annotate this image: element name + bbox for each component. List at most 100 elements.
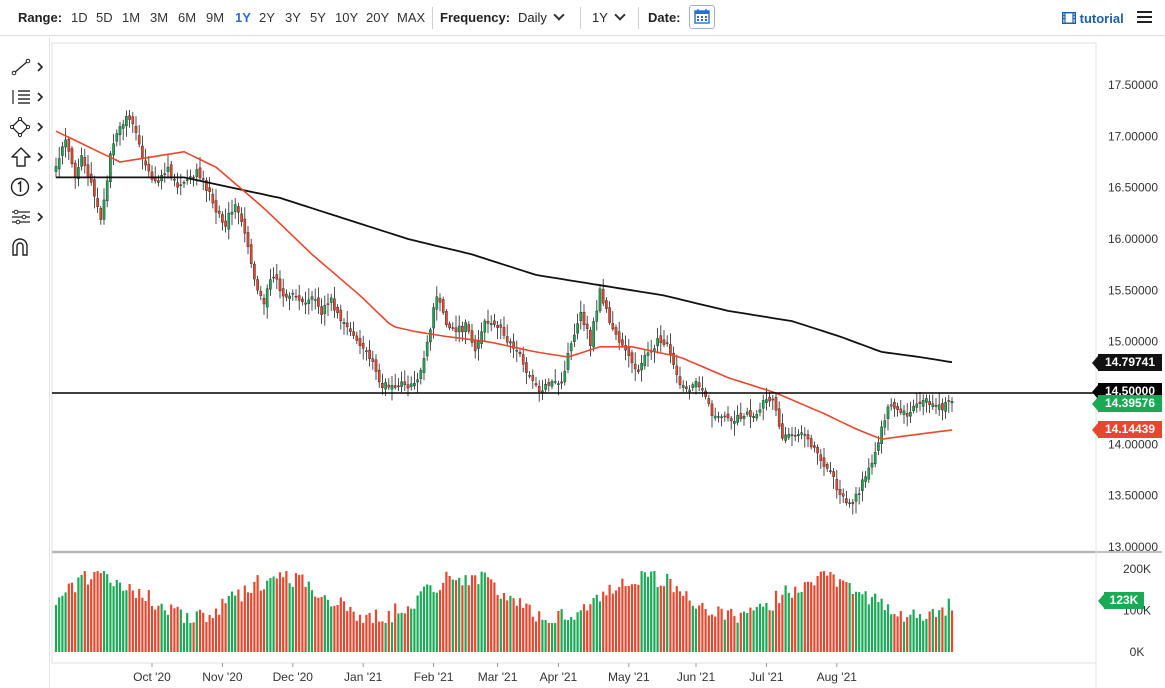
volume-bar: [342, 601, 346, 652]
candle: [272, 267, 275, 283]
volume-bar: [182, 622, 186, 652]
volume-bar: [931, 608, 934, 652]
tool-fibonacci[interactable]: [8, 85, 46, 109]
volume-bar: [368, 612, 371, 652]
volume-bar: [781, 594, 784, 652]
candle: [624, 335, 627, 361]
tool-nodes[interactable]: [8, 205, 46, 229]
range-button-5d[interactable]: 5D: [96, 10, 113, 25]
shapes-icon: [9, 116, 44, 138]
volume-bar: [390, 622, 394, 652]
hamburger-menu-icon[interactable]: [1137, 11, 1152, 24]
candle: [486, 309, 490, 334]
volume-bar: [710, 614, 714, 652]
range-button-max[interactable]: MAX: [397, 10, 426, 25]
candle: [525, 357, 528, 385]
candle: [614, 324, 618, 341]
film-icon: [1061, 11, 1077, 25]
candle: [928, 394, 931, 414]
volume-bar: [227, 596, 230, 652]
volume-bar: [576, 612, 579, 652]
volume-bar: [371, 622, 374, 652]
toolbar-divider: [638, 7, 639, 29]
magnet-icon: [12, 238, 28, 256]
volume-bar: [320, 596, 323, 652]
candle: [355, 331, 359, 344]
range-button-5y[interactable]: 5Y: [310, 10, 326, 25]
candle: [387, 378, 391, 391]
range-button-10y[interactable]: 10Y: [335, 10, 359, 25]
range-button-1d[interactable]: 1D: [71, 10, 88, 25]
candle: [643, 348, 647, 370]
price-tick-label: 15.00000: [1108, 335, 1158, 349]
range-button-3y[interactable]: 3Y: [285, 10, 301, 25]
volume-bar: [794, 586, 797, 652]
period-select[interactable]: 1Y: [592, 9, 626, 26]
candle: [262, 294, 266, 315]
volume-bar: [358, 614, 362, 652]
tool-arrow[interactable]: [8, 145, 46, 169]
tool-numbered-label[interactable]: [8, 175, 46, 199]
candle: [285, 289, 288, 302]
candle: [589, 326, 592, 357]
volume-bar: [544, 620, 547, 652]
candle: [265, 284, 269, 319]
tool-magnet[interactable]: [8, 235, 46, 259]
candle: [61, 141, 64, 165]
range-button-6m[interactable]: 6M: [178, 10, 197, 25]
candle: [902, 405, 906, 424]
volume-bar: [163, 610, 166, 652]
volume-bar: [784, 585, 787, 652]
volume-bar: [755, 606, 758, 652]
candle: [947, 394, 951, 413]
tool-shapes[interactable]: [8, 115, 46, 139]
candle: [765, 387, 768, 411]
candle: [867, 458, 871, 483]
arrow-up-icon: [11, 147, 44, 167]
tutorial-link[interactable]: tutorial: [1061, 11, 1124, 26]
volume-bar: [282, 577, 285, 652]
volume-bar: [595, 594, 598, 652]
candle: [912, 399, 915, 414]
candle: [752, 412, 755, 423]
range-button-2y[interactable]: 2Y: [259, 10, 275, 25]
candle: [54, 157, 58, 178]
volume-bar: [243, 585, 246, 652]
volume-bar: [493, 582, 496, 652]
candle: [803, 427, 807, 448]
frequency-select[interactable]: Daily: [518, 9, 565, 26]
candle: [275, 263, 279, 290]
candle: [253, 261, 256, 286]
candle: [185, 169, 189, 185]
candle: [742, 413, 746, 426]
range-button-1y[interactable]: 1Y: [235, 10, 251, 25]
candle: [368, 340, 371, 367]
volume-bar: [938, 610, 941, 652]
range-button-20y[interactable]: 20Y: [366, 10, 390, 25]
candle: [605, 297, 608, 313]
volume-bar: [592, 598, 595, 652]
candle: [755, 410, 759, 422]
candle: [121, 119, 125, 141]
candle: [886, 404, 890, 431]
candle: [528, 371, 531, 379]
volume-bar: [787, 592, 790, 652]
volume-bar: [355, 620, 358, 652]
volume-bar: [285, 571, 288, 652]
range-button-9m[interactable]: 9M: [206, 10, 225, 25]
tool-trend-line[interactable]: [8, 55, 46, 79]
candle: [733, 410, 736, 436]
volume-bar: [186, 613, 189, 652]
volume-bar: [611, 593, 614, 652]
range-button-3m[interactable]: 3M: [150, 10, 169, 25]
candle: [429, 327, 432, 351]
volume-bar: [822, 571, 826, 652]
volume-bar: [685, 591, 688, 652]
date-picker-button[interactable]: [689, 5, 715, 29]
range-button-1m[interactable]: 1M: [122, 10, 141, 25]
volume-bar: [83, 571, 86, 652]
volume-bar: [307, 581, 310, 652]
candle: [144, 148, 147, 171]
volume-bar: [426, 584, 429, 652]
